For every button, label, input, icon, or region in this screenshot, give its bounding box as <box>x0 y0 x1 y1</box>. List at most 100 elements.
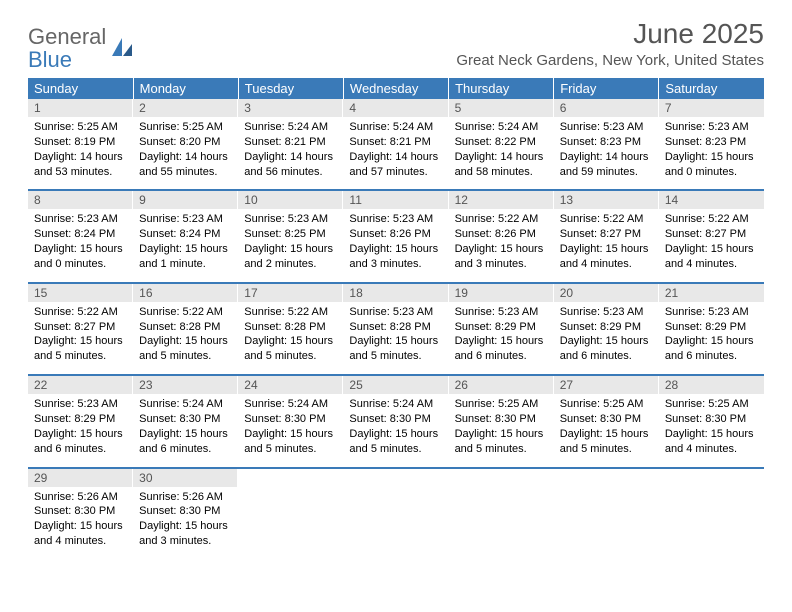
day-number: 11 <box>343 191 448 209</box>
daylight-text: and 3 minutes. <box>455 257 548 272</box>
daylight-text: and 6 minutes. <box>139 442 232 457</box>
day-number: 22 <box>28 376 133 394</box>
day-details: Sunrise: 5:23 AMSunset: 8:23 PMDaylight:… <box>659 117 764 189</box>
sunrise-text: Sunrise: 5:23 AM <box>665 120 758 135</box>
calendar-cell <box>659 468 764 559</box>
calendar-cell: 24Sunrise: 5:24 AMSunset: 8:30 PMDayligh… <box>238 375 343 467</box>
day-details: Sunrise: 5:22 AMSunset: 8:26 PMDaylight:… <box>449 209 554 281</box>
sunrise-text: Sunrise: 5:24 AM <box>139 397 232 412</box>
day-number: 5 <box>449 99 554 117</box>
sunset-text: Sunset: 8:29 PM <box>665 320 758 335</box>
calendar-cell: 4Sunrise: 5:24 AMSunset: 8:21 PMDaylight… <box>343 99 448 190</box>
calendar-cell: 10Sunrise: 5:23 AMSunset: 8:25 PMDayligh… <box>238 190 343 282</box>
sunset-text: Sunset: 8:25 PM <box>244 227 337 242</box>
weekday-header: Thursday <box>449 78 554 99</box>
calendar-cell: 29Sunrise: 5:26 AMSunset: 8:30 PMDayligh… <box>28 468 133 559</box>
day-number: 15 <box>28 284 133 302</box>
calendar-cell: 13Sunrise: 5:22 AMSunset: 8:27 PMDayligh… <box>554 190 659 282</box>
logo-part2: Blue <box>28 47 72 72</box>
day-details: Sunrise: 5:24 AMSunset: 8:30 PMDaylight:… <box>238 394 343 466</box>
day-details: Sunrise: 5:24 AMSunset: 8:30 PMDaylight:… <box>133 394 238 466</box>
sunrise-text: Sunrise: 5:25 AM <box>139 120 232 135</box>
calendar-cell: 16Sunrise: 5:22 AMSunset: 8:28 PMDayligh… <box>133 283 238 375</box>
daylight-text: Daylight: 15 hours <box>560 242 653 257</box>
calendar-row: 29Sunrise: 5:26 AMSunset: 8:30 PMDayligh… <box>28 468 764 559</box>
daylight-text: Daylight: 15 hours <box>665 427 758 442</box>
header: General Blue June 2025 Great Neck Garden… <box>28 18 764 72</box>
daylight-text: and 5 minutes. <box>560 442 653 457</box>
day-number: 20 <box>554 284 659 302</box>
daylight-text: and 5 minutes. <box>349 442 442 457</box>
sunset-text: Sunset: 8:30 PM <box>139 504 232 519</box>
daylight-text: Daylight: 15 hours <box>34 519 127 534</box>
daylight-text: Daylight: 15 hours <box>665 334 758 349</box>
sunset-text: Sunset: 8:26 PM <box>349 227 442 242</box>
day-details: Sunrise: 5:26 AMSunset: 8:30 PMDaylight:… <box>28 487 133 559</box>
daylight-text: Daylight: 14 hours <box>139 150 232 165</box>
calendar-cell: 14Sunrise: 5:22 AMSunset: 8:27 PMDayligh… <box>659 190 764 282</box>
day-details: Sunrise: 5:23 AMSunset: 8:29 PMDaylight:… <box>28 394 133 466</box>
daylight-text: Daylight: 15 hours <box>139 519 232 534</box>
day-details: Sunrise: 5:22 AMSunset: 8:27 PMDaylight:… <box>554 209 659 281</box>
daylight-text: and 6 minutes. <box>665 349 758 364</box>
day-details: Sunrise: 5:25 AMSunset: 8:20 PMDaylight:… <box>133 117 238 189</box>
calendar-cell: 25Sunrise: 5:24 AMSunset: 8:30 PMDayligh… <box>343 375 448 467</box>
daylight-text: and 5 minutes. <box>244 349 337 364</box>
sunset-text: Sunset: 8:23 PM <box>665 135 758 150</box>
day-details: Sunrise: 5:25 AMSunset: 8:30 PMDaylight:… <box>554 394 659 466</box>
sunrise-text: Sunrise: 5:23 AM <box>34 212 127 227</box>
calendar-cell: 27Sunrise: 5:25 AMSunset: 8:30 PMDayligh… <box>554 375 659 467</box>
day-number: 13 <box>554 191 659 209</box>
day-number: 19 <box>449 284 554 302</box>
day-details: Sunrise: 5:22 AMSunset: 8:27 PMDaylight:… <box>659 209 764 281</box>
calendar-cell: 9Sunrise: 5:23 AMSunset: 8:24 PMDaylight… <box>133 190 238 282</box>
calendar-cell: 21Sunrise: 5:23 AMSunset: 8:29 PMDayligh… <box>659 283 764 375</box>
day-details: Sunrise: 5:24 AMSunset: 8:21 PMDaylight:… <box>238 117 343 189</box>
day-number: 27 <box>554 376 659 394</box>
daylight-text: and 5 minutes. <box>34 349 127 364</box>
weekday-header: Tuesday <box>238 78 343 99</box>
day-number: 4 <box>343 99 448 117</box>
sunrise-text: Sunrise: 5:23 AM <box>34 397 127 412</box>
daylight-text: and 4 minutes. <box>34 534 127 549</box>
sunset-text: Sunset: 8:20 PM <box>139 135 232 150</box>
daylight-text: Daylight: 14 hours <box>560 150 653 165</box>
sunrise-text: Sunrise: 5:26 AM <box>34 490 127 505</box>
calendar-cell: 1Sunrise: 5:25 AMSunset: 8:19 PMDaylight… <box>28 99 133 190</box>
day-number: 8 <box>28 191 133 209</box>
sunrise-text: Sunrise: 5:22 AM <box>244 305 337 320</box>
day-number: 25 <box>343 376 448 394</box>
logo-part1: General <box>28 24 106 49</box>
daylight-text: and 2 minutes. <box>244 257 337 272</box>
logo-sail-icon <box>110 36 134 63</box>
daylight-text: Daylight: 15 hours <box>349 334 442 349</box>
daylight-text: and 53 minutes. <box>34 165 127 180</box>
day-number: 3 <box>238 99 343 117</box>
daylight-text: and 6 minutes. <box>560 349 653 364</box>
sunrise-text: Sunrise: 5:22 AM <box>665 212 758 227</box>
sunset-text: Sunset: 8:30 PM <box>34 504 127 519</box>
daylight-text: and 0 minutes. <box>665 165 758 180</box>
sunset-text: Sunset: 8:27 PM <box>34 320 127 335</box>
daylight-text: Daylight: 15 hours <box>139 242 232 257</box>
title-block: June 2025 Great Neck Gardens, New York, … <box>456 18 764 69</box>
day-number: 30 <box>133 469 238 487</box>
day-details: Sunrise: 5:23 AMSunset: 8:29 PMDaylight:… <box>659 302 764 374</box>
calendar-cell <box>449 468 554 559</box>
day-details: Sunrise: 5:24 AMSunset: 8:30 PMDaylight:… <box>343 394 448 466</box>
daylight-text: Daylight: 15 hours <box>139 334 232 349</box>
calendar-row: 8Sunrise: 5:23 AMSunset: 8:24 PMDaylight… <box>28 190 764 282</box>
daylight-text: Daylight: 15 hours <box>665 150 758 165</box>
day-details: Sunrise: 5:23 AMSunset: 8:28 PMDaylight:… <box>343 302 448 374</box>
daylight-text: and 6 minutes. <box>455 349 548 364</box>
daylight-text: Daylight: 15 hours <box>34 427 127 442</box>
daylight-text: Daylight: 15 hours <box>34 334 127 349</box>
sunrise-text: Sunrise: 5:23 AM <box>244 212 337 227</box>
calendar-cell: 30Sunrise: 5:26 AMSunset: 8:30 PMDayligh… <box>133 468 238 559</box>
day-number: 26 <box>449 376 554 394</box>
daylight-text: and 5 minutes. <box>244 442 337 457</box>
day-details: Sunrise: 5:23 AMSunset: 8:23 PMDaylight:… <box>554 117 659 189</box>
sunrise-text: Sunrise: 5:24 AM <box>349 120 442 135</box>
sunset-text: Sunset: 8:27 PM <box>665 227 758 242</box>
calendar-cell: 3Sunrise: 5:24 AMSunset: 8:21 PMDaylight… <box>238 99 343 190</box>
